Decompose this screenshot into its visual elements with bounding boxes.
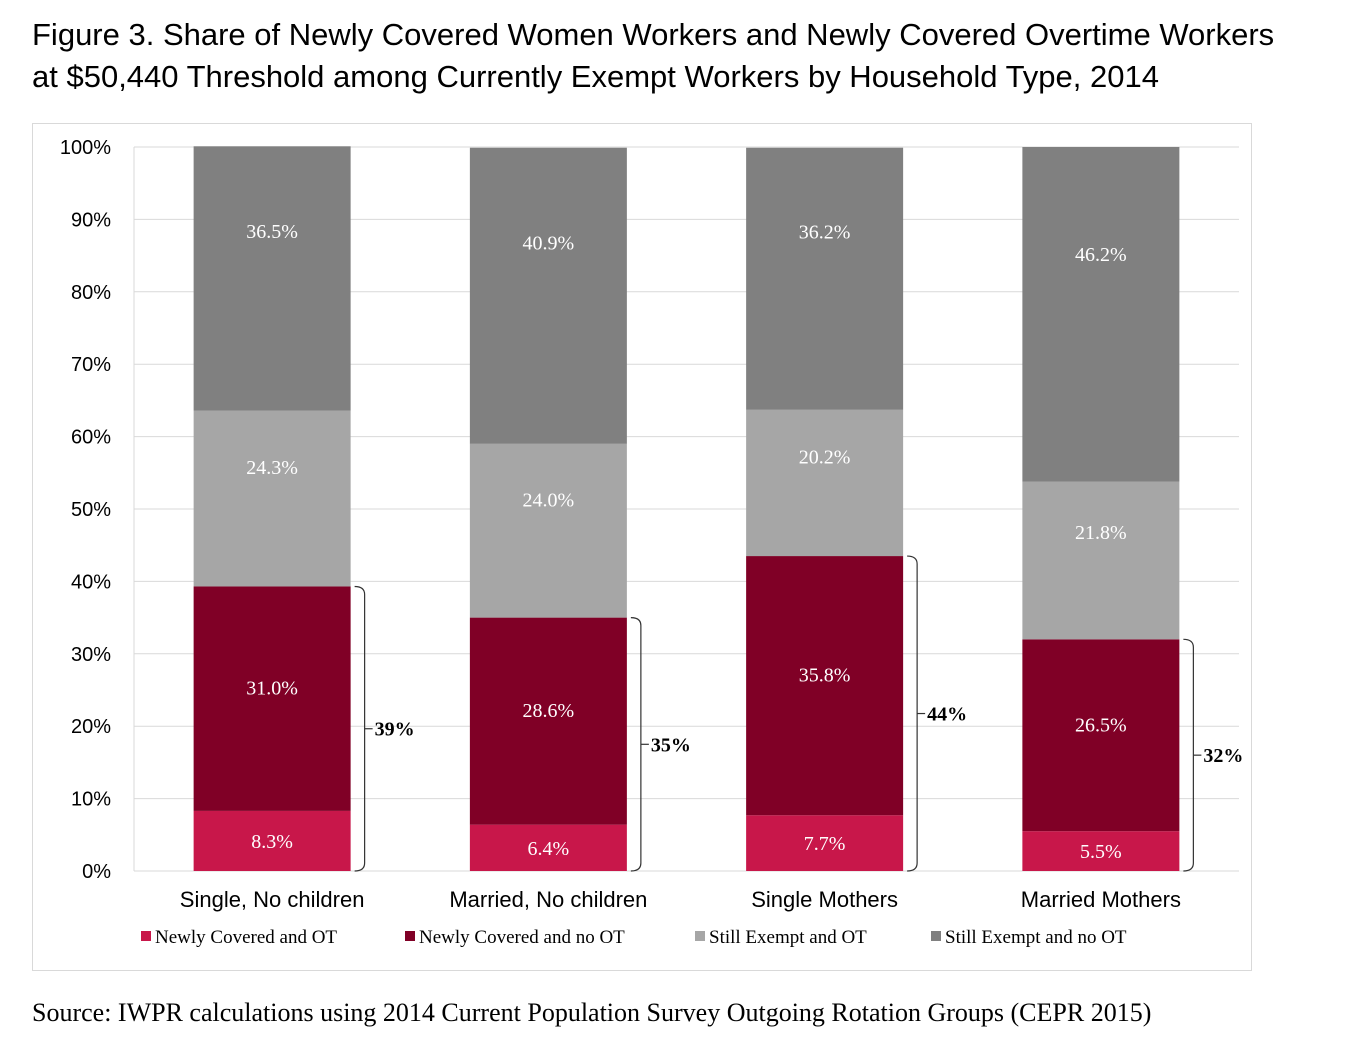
bar-data-label: 21.8% bbox=[1075, 522, 1127, 544]
bar-data-label: 40.9% bbox=[523, 232, 575, 254]
y-tick-label: 20% bbox=[71, 716, 111, 738]
legend-swatch bbox=[931, 931, 941, 941]
legend-swatch bbox=[141, 931, 151, 941]
bar-data-label: 36.2% bbox=[799, 222, 851, 244]
bar-data-label: 20.2% bbox=[799, 447, 851, 469]
x-category-label: Married, No children bbox=[449, 887, 647, 912]
y-tick-label: 30% bbox=[71, 644, 111, 666]
bar-segment bbox=[469, 824, 627, 871]
y-tick-label: 10% bbox=[71, 789, 111, 811]
y-tick-label: 70% bbox=[71, 354, 111, 376]
x-category-label: Single Mothers bbox=[751, 887, 898, 912]
bar-data-label: 35.8% bbox=[799, 665, 851, 687]
y-tick-label: 80% bbox=[71, 282, 111, 304]
bar-segment bbox=[746, 409, 904, 557]
bar-segment bbox=[1022, 147, 1180, 482]
bar-segment bbox=[746, 556, 904, 816]
legend-swatch bbox=[405, 931, 415, 941]
y-tick-label: 50% bbox=[71, 499, 111, 521]
y-tick-label: 100% bbox=[60, 137, 111, 159]
bar-data-label: 24.3% bbox=[246, 457, 298, 479]
bracket-total-label: 39% bbox=[375, 719, 415, 741]
bar-segment bbox=[746, 815, 904, 871]
chart-frame: 0% 10% 20% 30% 40% 50% 60% 70% 80% 90% 100% 8.3% 31.… bbox=[32, 123, 1252, 971]
bar-segment bbox=[746, 147, 904, 410]
bar-data-label: 46.2% bbox=[1075, 244, 1127, 266]
chart-title: Figure 3. Share of Newly Covered Women W… bbox=[32, 14, 1362, 98]
bar-segment bbox=[193, 410, 351, 587]
legend-label: Still Exempt and OT bbox=[709, 927, 867, 948]
bracket bbox=[354, 585, 366, 872]
bar-data-label: 8.3% bbox=[251, 831, 293, 853]
bar-data-label: 26.5% bbox=[1075, 714, 1127, 736]
bar-data-label: 6.4% bbox=[528, 838, 570, 860]
y-tick-label: 40% bbox=[71, 571, 111, 593]
legend-label: Newly Covered and no OT bbox=[419, 927, 625, 948]
x-category-label: Married Mothers bbox=[1021, 887, 1181, 912]
bar-data-label: 5.5% bbox=[1080, 841, 1122, 863]
title-line-2: at $50,440 Threshold among Currently Exe… bbox=[32, 59, 1159, 94]
bracket bbox=[1183, 638, 1194, 872]
bar-data-label: 36.5% bbox=[246, 221, 298, 243]
bar-segment bbox=[193, 810, 351, 871]
bracket-total-label: 44% bbox=[927, 704, 967, 726]
legend-label: Still Exempt and no OT bbox=[945, 927, 1127, 948]
legend-label: Newly Covered and OT bbox=[155, 927, 337, 948]
bar-segment bbox=[469, 147, 627, 444]
bar-segment bbox=[1022, 639, 1180, 832]
title-line-1: Figure 3. Share of Newly Covered Women W… bbox=[32, 17, 1275, 52]
bar-segment bbox=[1022, 481, 1180, 640]
x-category-label: Single, No children bbox=[180, 887, 365, 912]
bracket bbox=[907, 555, 918, 872]
bracket bbox=[630, 617, 642, 872]
source-note: Source: IWPR calculations using 2014 Cur… bbox=[32, 998, 1152, 1027]
bar-segment bbox=[469, 617, 627, 825]
bar-segment bbox=[1022, 831, 1180, 871]
bracket-total-label: 32% bbox=[1203, 745, 1243, 767]
bracket-total-label: 35% bbox=[651, 734, 691, 756]
y-tick-label: 0% bbox=[82, 861, 111, 883]
bar-data-label: 28.6% bbox=[523, 700, 575, 722]
bar-segment bbox=[193, 586, 351, 811]
legend-swatch bbox=[695, 931, 705, 941]
bar-data-label: 31.0% bbox=[246, 678, 298, 700]
stacked-bar-chart: 0% 10% 20% 30% 40% 50% 60% 70% 80% 90% 100% 8.3% 31.… bbox=[60, 137, 1244, 948]
bar-segment bbox=[193, 146, 351, 411]
bar-segment bbox=[469, 443, 627, 618]
y-tick-label: 90% bbox=[71, 209, 111, 231]
bar-data-label: 7.7% bbox=[804, 833, 846, 855]
bar-data-label: 24.0% bbox=[523, 489, 575, 511]
y-tick-label: 60% bbox=[71, 427, 111, 449]
